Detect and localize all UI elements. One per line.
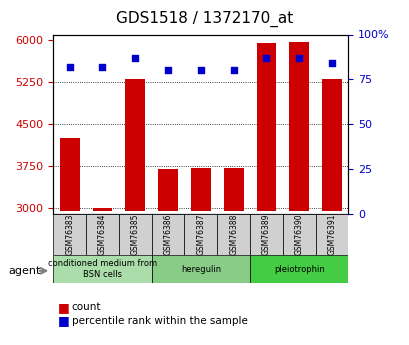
Point [197, 68, 204, 73]
FancyBboxPatch shape [119, 214, 151, 255]
Text: GSM76391: GSM76391 [327, 214, 336, 255]
Text: ■: ■ [57, 300, 69, 314]
Text: count: count [72, 302, 101, 312]
Text: GSM76386: GSM76386 [163, 214, 172, 255]
Text: GSM76387: GSM76387 [196, 214, 205, 255]
Bar [321, 79, 341, 211]
FancyBboxPatch shape [249, 214, 282, 255]
FancyBboxPatch shape [151, 214, 184, 255]
Text: heregulin: heregulin [180, 265, 220, 274]
Point [295, 55, 302, 61]
Text: pleiotrophin: pleiotrophin [273, 265, 324, 274]
Bar [256, 43, 276, 211]
FancyBboxPatch shape [315, 214, 348, 255]
Point [66, 64, 73, 70]
FancyBboxPatch shape [151, 255, 249, 283]
Point [132, 55, 138, 61]
Text: ■: ■ [57, 314, 69, 327]
Text: GDS1518 / 1372170_at: GDS1518 / 1372170_at [116, 10, 293, 27]
Text: GSM76383: GSM76383 [65, 214, 74, 255]
FancyBboxPatch shape [184, 214, 217, 255]
Bar [289, 42, 308, 211]
Bar [223, 168, 243, 211]
FancyBboxPatch shape [282, 214, 315, 255]
Bar [125, 79, 145, 211]
Bar [60, 138, 79, 211]
FancyBboxPatch shape [86, 214, 119, 255]
Bar [191, 168, 210, 211]
Text: percentile rank within the sample: percentile rank within the sample [72, 316, 247, 326]
FancyBboxPatch shape [249, 255, 348, 283]
Point [328, 60, 335, 66]
FancyBboxPatch shape [217, 214, 249, 255]
Text: GSM76389: GSM76389 [261, 214, 270, 255]
Text: GSM76385: GSM76385 [130, 214, 139, 255]
Point [263, 55, 269, 61]
Point [164, 68, 171, 73]
Text: conditioned medium from
BSN cells: conditioned medium from BSN cells [48, 259, 157, 279]
Text: GSM76390: GSM76390 [294, 214, 303, 255]
FancyBboxPatch shape [53, 255, 151, 283]
Text: GSM76388: GSM76388 [229, 214, 238, 255]
Text: agent: agent [8, 266, 40, 276]
FancyBboxPatch shape [53, 214, 86, 255]
Point [230, 68, 236, 73]
Bar [158, 169, 178, 211]
Point [99, 64, 106, 70]
Text: GSM76384: GSM76384 [98, 214, 107, 255]
Bar [92, 208, 112, 211]
